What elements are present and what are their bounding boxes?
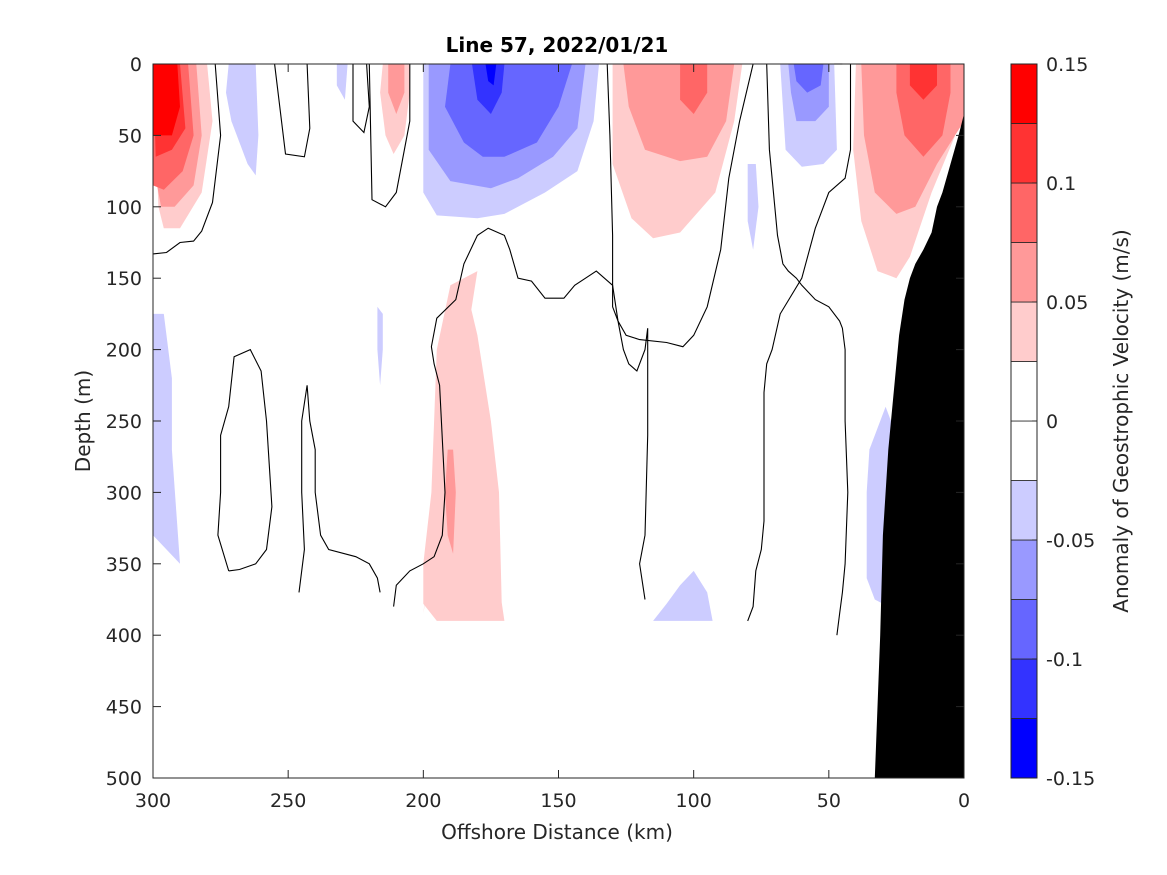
y-tick-label: 300 [106,482,142,504]
zero-contour-line [606,63,754,348]
x-tick-label: 50 [817,790,841,812]
colorbar-tick-label: -0.1 [1046,649,1083,671]
zero-contour-line [152,63,222,255]
zero-contour-line [352,63,370,134]
x-axis-ticks: 300 250 200 150 100 50 0 [135,64,970,812]
colorbar-tick-label: 0.1 [1046,173,1076,195]
y-tick-label: 250 [106,411,142,433]
colorbar-segment [1010,480,1038,541]
y-tick-label: 200 [106,340,142,362]
zero-contour-lines [152,63,852,636]
x-axis-label: Offshore Distance (km) [441,820,673,844]
x-tick-label: 250 [270,790,306,812]
zero-contour-line [368,63,411,208]
contour-fill-neg1 [653,570,713,621]
y-tick-label: 450 [106,697,142,719]
colorbar-tick-label: -0.15 [1046,768,1095,790]
zero-contour-line [747,64,852,622]
contour-fill-pos3 [896,64,951,157]
y-axis-label: Depth (m) [71,370,95,472]
y-tick-label: 0 [130,54,142,76]
bathymetry [874,114,964,778]
y-tick-label: 500 [106,768,142,790]
colorbar-label: Anomaly of Geostrophic Velocity (m/s) [1109,229,1133,612]
colorbar-tick-label: 0.15 [1046,54,1088,76]
contour-fill-pos5 [153,64,180,136]
x-tick-label: 0 [958,790,970,812]
contour-fill-neg1 [747,164,759,250]
colorbar-segment [1010,718,1038,779]
contour-fill-neg4 [472,64,505,114]
y-tick-label: 100 [106,197,142,219]
zero-contour-line [217,348,273,572]
colorbar-segment [1010,420,1038,481]
x-tick-label: 300 [135,790,171,812]
colorbar-tick-label: 0.05 [1046,292,1088,314]
plot-area [153,64,964,778]
colorbar-segment [1010,301,1038,362]
bathymetry-area [874,114,964,778]
y-tick-label: 50 [118,125,142,147]
contour-fill-neg1 [153,313,180,564]
colorbar: 0.15 0.1 0.05 0 -0.05 -0.1 -0.15 [1010,54,1095,790]
contour-fill-pos4 [909,64,937,100]
colorbar-segment [1010,182,1038,243]
contour-fill-pos3 [680,64,708,114]
contour-fill-neg3 [793,64,824,93]
colorbar-segment [1010,539,1038,600]
colorbar-segment [1010,123,1038,184]
x-tick-label: 100 [676,790,712,812]
x-tick-label: 150 [540,790,576,812]
colorbar-tick-label: -0.05 [1046,530,1095,552]
x-tick-label: 200 [405,790,441,812]
chart-title: Line 57, 2022/01/21 [446,33,669,57]
colorbar-segment [1010,242,1038,303]
zero-contour-line [766,63,849,636]
contour-fill-pos2 [445,449,456,554]
zero-contour-line [298,385,381,593]
y-tick-label: 150 [106,268,142,290]
colorbar-segment [1010,658,1038,719]
contour-fill-neg1 [377,306,383,386]
colorbar-segment [1010,599,1038,660]
y-tick-label: 400 [106,625,142,647]
colorbar-segment [1010,361,1038,422]
zero-contour-line [274,63,311,158]
contour-fill-neg5 [485,64,497,86]
contour-fill-neg1 [336,64,348,100]
y-tick-label: 350 [106,554,142,576]
y-axis-ticks: 0 50 100 150 200 250 300 350 400 450 500 [106,54,964,790]
contour-fill-pos2 [388,64,405,114]
contour-fill-neg1 [226,64,259,176]
contour-fill-pos1 [423,271,505,621]
colorbar-segment [1010,63,1038,124]
colorbar-tick-label: 0 [1046,411,1058,433]
zero-contour-line [393,227,649,607]
